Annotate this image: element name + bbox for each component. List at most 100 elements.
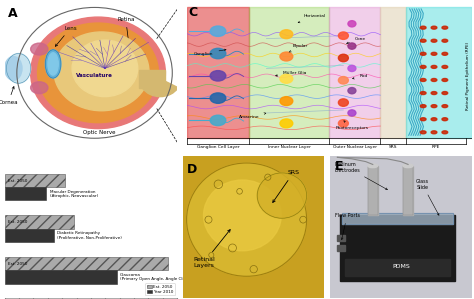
Ellipse shape	[403, 164, 413, 168]
Circle shape	[431, 105, 437, 108]
Circle shape	[431, 39, 437, 42]
Text: Cornea: Cornea	[0, 87, 18, 105]
Text: Glass
Slide: Glass Slide	[416, 179, 439, 215]
Bar	[403, 166, 413, 215]
Circle shape	[431, 118, 437, 121]
Text: D: D	[187, 163, 198, 176]
Bar	[5, 187, 46, 201]
Text: Photoreceptors: Photoreceptors	[336, 121, 368, 130]
Text: Est. 2050: Est. 2050	[8, 262, 27, 266]
Ellipse shape	[280, 119, 293, 128]
FancyBboxPatch shape	[340, 215, 455, 280]
Ellipse shape	[280, 30, 293, 39]
Text: Müller Glia: Müller Glia	[275, 71, 307, 76]
Text: E: E	[335, 160, 343, 173]
Ellipse shape	[280, 74, 293, 83]
Ellipse shape	[210, 26, 226, 36]
Text: Inner Nuclear Layer: Inner Nuclear Layer	[268, 145, 310, 149]
Bar	[403, 166, 413, 215]
Text: Amacrine: Amacrine	[239, 113, 266, 119]
Circle shape	[420, 79, 426, 81]
Circle shape	[431, 65, 437, 68]
Ellipse shape	[54, 32, 149, 111]
Bar	[368, 166, 378, 215]
Text: Bipolar: Bipolar	[289, 44, 308, 52]
Bar	[337, 235, 345, 241]
Circle shape	[431, 52, 437, 55]
Bar	[337, 245, 345, 251]
Ellipse shape	[348, 65, 356, 71]
Ellipse shape	[203, 180, 281, 251]
Bar	[139, 70, 165, 88]
Circle shape	[442, 26, 447, 29]
Text: C: C	[188, 6, 197, 19]
Bar	[345, 259, 450, 276]
Ellipse shape	[338, 77, 348, 84]
Bar	[249, 7, 329, 138]
Circle shape	[431, 91, 437, 94]
Bar	[187, 7, 249, 138]
Ellipse shape	[7, 54, 31, 83]
Circle shape	[420, 39, 426, 42]
Circle shape	[442, 52, 447, 55]
Text: Retinal
Layers: Retinal Layers	[193, 230, 230, 268]
Text: Platinum
Electrodes: Platinum Electrodes	[335, 162, 387, 190]
Circle shape	[442, 65, 447, 68]
Text: Optic Nerve: Optic Nerve	[83, 130, 116, 135]
Text: A: A	[8, 7, 18, 20]
Text: Outer Nuclear Layer: Outer Nuclear Layer	[333, 145, 377, 149]
Bar	[368, 166, 378, 215]
Ellipse shape	[187, 163, 307, 276]
Circle shape	[420, 26, 426, 29]
Text: Horizontal: Horizontal	[298, 14, 326, 23]
Wedge shape	[142, 79, 178, 97]
Circle shape	[442, 131, 447, 134]
Text: Ganglion: Ganglion	[194, 49, 226, 56]
Ellipse shape	[17, 7, 172, 138]
Ellipse shape	[210, 71, 226, 81]
Circle shape	[442, 79, 447, 81]
Text: Retinal Pigment Epithelium (RPE): Retinal Pigment Epithelium (RPE)	[466, 42, 470, 110]
Text: Ganglion Cell Layer: Ganglion Cell Layer	[197, 145, 239, 149]
Ellipse shape	[338, 120, 348, 127]
Ellipse shape	[31, 82, 48, 94]
Text: Vasculature: Vasculature	[76, 73, 113, 78]
Ellipse shape	[348, 88, 356, 94]
Text: Rod: Rod	[353, 74, 367, 79]
Ellipse shape	[72, 40, 138, 97]
Bar	[5, 270, 117, 284]
Text: Macular Degeneration
(Atrophic, Neovascular): Macular Degeneration (Atrophic, Neovascu…	[49, 190, 98, 198]
Bar	[5, 174, 65, 187]
Text: Est. 2050: Est. 2050	[8, 220, 27, 224]
Bar	[342, 213, 453, 224]
Circle shape	[442, 39, 447, 42]
Bar	[342, 213, 453, 224]
Circle shape	[431, 26, 437, 29]
Ellipse shape	[257, 173, 307, 218]
Ellipse shape	[46, 50, 61, 78]
Text: Lens: Lens	[55, 26, 77, 46]
Circle shape	[442, 105, 447, 108]
Circle shape	[420, 105, 426, 108]
Bar	[5, 257, 168, 270]
Text: Retina: Retina	[117, 17, 135, 42]
Ellipse shape	[37, 23, 158, 123]
Bar	[329, 7, 381, 138]
Ellipse shape	[280, 97, 293, 106]
Text: Cone: Cone	[346, 37, 366, 44]
Ellipse shape	[338, 99, 348, 106]
Ellipse shape	[348, 21, 356, 27]
Text: Flow Ports: Flow Ports	[335, 213, 360, 240]
Ellipse shape	[31, 17, 165, 129]
Circle shape	[420, 91, 426, 94]
Text: RPE: RPE	[432, 145, 440, 149]
Ellipse shape	[31, 43, 48, 55]
Bar	[5, 216, 73, 229]
Ellipse shape	[368, 164, 378, 168]
Ellipse shape	[348, 43, 356, 49]
Text: Est. 2050: Est. 2050	[8, 179, 27, 182]
Ellipse shape	[348, 110, 356, 116]
Ellipse shape	[210, 115, 226, 126]
Bar	[406, 7, 472, 138]
Ellipse shape	[210, 48, 226, 59]
